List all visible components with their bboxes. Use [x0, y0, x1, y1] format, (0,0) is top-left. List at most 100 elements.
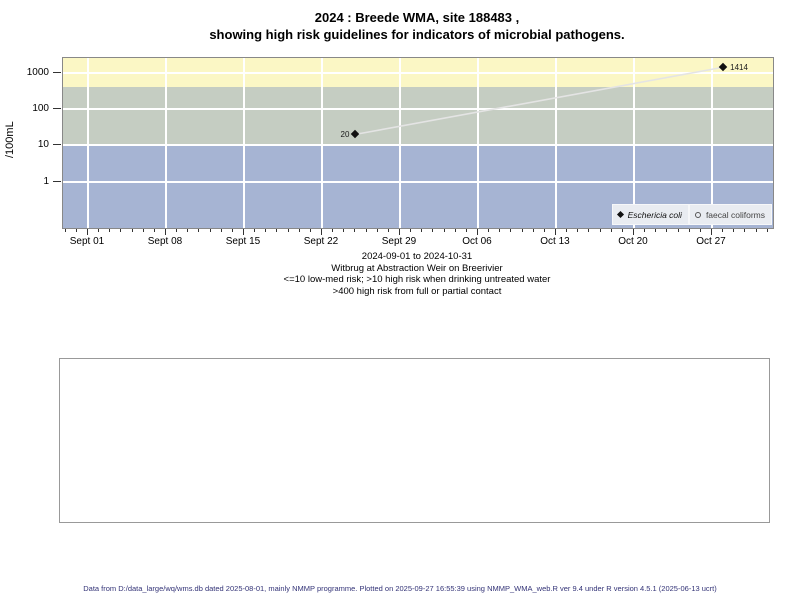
x-axis-minor-tick — [443, 229, 445, 232]
x-axis-minor-tick — [454, 229, 456, 232]
chart-title-line2: showing high risk guidelines for indicat… — [209, 27, 625, 42]
x-axis-minor-tick — [644, 229, 646, 232]
x-axis-major-tick — [477, 229, 478, 235]
x-axis-minor-tick — [677, 229, 679, 232]
x-axis-minor-tick — [488, 229, 490, 232]
x-axis-minor-tick — [332, 229, 334, 232]
x-axis-minor-tick — [98, 229, 100, 232]
data-point-label: 1414 — [730, 62, 748, 72]
x-axis-tick-label: Oct 27 — [696, 236, 726, 247]
x-axis-minor-tick — [699, 229, 701, 232]
x-axis-minor-tick — [588, 229, 590, 232]
x-axis-tick-label: Oct 06 — [462, 236, 492, 247]
horizontal-gridline — [63, 108, 773, 110]
chart-title: 2024 : Breede WMA, site 188483 , showing… — [62, 9, 772, 43]
x-axis-minor-tick — [142, 229, 144, 232]
x-axis-minor-tick — [666, 229, 668, 232]
vertical-gridline — [87, 58, 89, 228]
y-axis-tick — [53, 144, 61, 146]
x-axis-minor-tick — [198, 229, 200, 232]
x-axis-minor-tick — [220, 229, 222, 232]
x-axis-minor-tick — [499, 229, 501, 232]
x-axis-minor-tick — [722, 229, 724, 232]
legend-item-ecoli: Eschericia coli — [611, 204, 689, 225]
x-axis-minor-tick — [744, 229, 746, 232]
x-axis-tick-label: Sept 29 — [381, 236, 417, 247]
legend-item-faecal-coliforms: faecal coliforms — [688, 204, 772, 225]
risk-band — [63, 87, 773, 146]
x-axis-minor-tick — [577, 229, 579, 232]
y-axis-tick-label: 10 — [37, 139, 49, 151]
x-axis-minor-tick — [410, 229, 412, 232]
x-axis-minor-tick — [755, 229, 757, 232]
x-axis-minor-tick — [599, 229, 601, 232]
x-axis-minor-tick — [733, 229, 735, 232]
x-axis-minor-tick — [209, 229, 211, 232]
x-axis-tick-label: Sept 08 — [147, 236, 183, 247]
x-axis-tick-label: Oct 13 — [540, 236, 570, 247]
x-axis-minor-tick — [688, 229, 690, 232]
vertical-gridline — [477, 58, 479, 228]
x-axis-minor-tick — [566, 229, 568, 232]
caption-risk-guideline-2: >400 high risk from full or partial cont… — [332, 285, 502, 297]
x-axis-minor-tick — [543, 229, 545, 232]
x-axis-minor-tick — [387, 229, 389, 232]
x-axis-tick-label: Sept 22 — [303, 236, 339, 247]
x-axis-minor-tick — [766, 229, 768, 232]
vertical-gridline — [165, 58, 167, 228]
x-axis-major-tick — [711, 229, 712, 235]
x-axis-minor-tick — [187, 229, 189, 232]
y-axis-tick-label: 1 — [43, 175, 49, 187]
x-axis-minor-tick — [231, 229, 233, 232]
x-axis-minor-tick — [621, 229, 623, 232]
x-axis-minor-tick — [365, 229, 367, 232]
x-axis-major-tick — [555, 229, 556, 235]
y-axis-tick — [53, 180, 61, 182]
x-axis-minor-tick — [109, 229, 111, 232]
x-axis-major-tick — [165, 229, 166, 235]
vertical-gridline — [555, 58, 557, 228]
y-axis-tick-label: 100 — [32, 103, 49, 114]
vertical-gridline — [399, 58, 401, 228]
x-axis-minor-tick — [64, 229, 66, 232]
horizontal-gridline — [63, 180, 773, 183]
caption-site-name: Witbrug at Abstraction Weir on Breerivie… — [331, 262, 503, 274]
chart-caption: 2024-09-01 to 2024-10-31 Witbrug at Abst… — [62, 251, 772, 297]
x-axis-minor-tick — [254, 229, 256, 232]
x-axis-minor-tick — [655, 229, 657, 232]
x-axis-minor-tick — [131, 229, 133, 232]
x-axis-major-tick — [321, 229, 322, 235]
empty-panel — [59, 358, 770, 523]
x-axis-minor-tick — [153, 229, 155, 232]
plot-area: 20 1414 Eschericia coli faecal coliforms — [62, 57, 774, 229]
trend-line — [355, 66, 724, 136]
vertical-gridline — [711, 58, 713, 228]
x-axis-tick-label: Sept 01 — [69, 236, 105, 247]
x-axis-minor-tick — [510, 229, 512, 232]
x-axis-major-tick — [399, 229, 400, 235]
x-axis-minor-tick — [521, 229, 523, 232]
x-axis-minor-tick — [120, 229, 122, 232]
vertical-gridline — [243, 58, 245, 228]
legend-label-faecal-coliforms: faecal coliforms — [705, 209, 765, 220]
x-axis-minor-tick — [376, 229, 378, 232]
vertical-gridline — [321, 58, 323, 228]
legend-label-ecoli: Eschericia coli — [627, 209, 682, 220]
x-axis-minor-tick — [432, 229, 434, 232]
data-point-label: 20 — [340, 129, 350, 139]
x-axis-minor-tick — [298, 229, 300, 232]
x-axis-minor-tick — [354, 229, 356, 232]
x-axis-tick-label: Sept 15 — [225, 236, 261, 247]
y-axis-tick — [53, 108, 61, 109]
x-axis-minor-tick — [309, 229, 311, 232]
x-axis-minor-tick — [265, 229, 267, 232]
x-axis-minor-tick — [276, 229, 278, 232]
x-axis-tick-label: Oct 20 — [618, 236, 648, 247]
x-axis-minor-tick — [532, 229, 534, 232]
horizontal-gridline — [63, 71, 773, 74]
filled-diamond-icon — [616, 210, 624, 219]
x-axis-minor-tick — [287, 229, 289, 232]
horizontal-gridline — [63, 144, 773, 147]
legend: Eschericia coli faecal coliforms — [611, 204, 772, 225]
